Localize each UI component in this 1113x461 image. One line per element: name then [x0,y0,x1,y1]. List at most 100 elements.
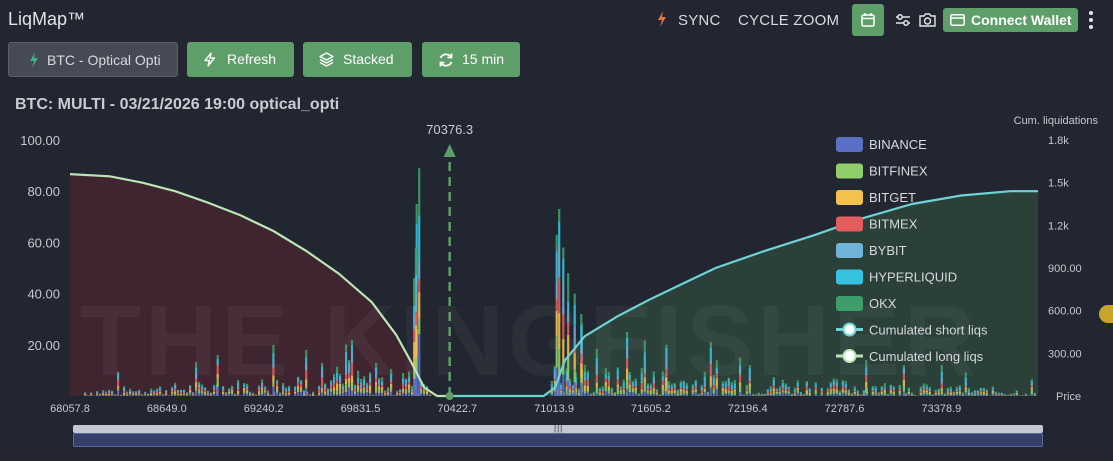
bar-segment-bitmex [925,389,928,391]
bar-segment-bitget [781,390,784,392]
bar-segment-okx [117,371,120,374]
legend-item[interactable]: OKX [836,296,897,311]
bar-segment-binance [610,394,613,396]
bar-segment-bitget [706,394,709,396]
bar-segment-okx [862,389,865,391]
bar-segment-bybit [348,367,351,374]
legend-item[interactable]: BITMEX [836,216,918,232]
bar-segment-bitmex [676,393,679,394]
bar-segment-bitget [138,393,141,395]
bar-segment-bitget [423,390,426,392]
bar-segment-bitfinex [964,389,967,393]
sliders-icon[interactable] [895,12,911,28]
bar-segment-bybit [665,358,668,370]
bar-segment-bitfinex [976,394,979,395]
calendar-button[interactable] [852,4,884,36]
stacked-button[interactable]: Stacked [303,42,412,77]
bar-segment-okx [378,378,381,381]
sync-button[interactable]: SYNC [678,12,721,29]
bar-segment-bitget [772,388,775,392]
bar-segment-bitmex [108,392,111,395]
bar-segment-bitmex [967,392,970,393]
bar-segment-bitmex [207,392,210,395]
bar-segment-bitget [826,392,829,394]
bar-segment-bitmex [628,380,631,385]
bar-segment-hyperliquid [369,374,372,378]
bar-segment-bybit [574,381,577,386]
legend-marker-icon [842,349,857,363]
bar-segment-hyperliquid [940,372,943,377]
bar-segment-bybit [558,245,561,278]
bar-segment-bitfinex [685,393,688,395]
bar-segment-bitmex [342,390,345,392]
side-tab[interactable] [1099,305,1113,323]
bar-segment-bybit [318,387,321,390]
legend-item[interactable]: HYPERLIQUID [836,269,957,285]
interval-button[interactable]: 15 min [422,42,520,77]
bar-segment-hyperliquid [559,384,562,388]
bar-segment-bitfinex [946,393,949,395]
zoom-scrollbar[interactable]: ||| [73,425,1043,447]
bar-segment-bitget [267,394,270,396]
bar-segment-bitfinex [297,389,300,392]
bar-segment-hyperliquid [414,275,417,294]
bar-segment-hyperliquid [354,385,357,388]
interval-label: 15 min [462,51,505,67]
bar-segment-binance [670,394,673,396]
bar-segment-okx [844,380,847,384]
bar-segment-bitfinex [272,382,275,387]
bar-segment-bitfinex [850,395,853,396]
bar-segment-bitmex [853,390,856,392]
symbol-selector[interactable]: BTC - Optical Opti [8,42,178,77]
bar-segment-binance [853,394,856,396]
legend-item[interactable]: BYBIT [836,243,907,258]
camera-icon[interactable] [919,12,936,28]
legend-item[interactable]: Cumulated short liqs [836,322,988,338]
bar-segment-okx [189,385,192,387]
scrollbar-range[interactable] [73,433,1043,447]
bar-segment-bitget [655,392,658,394]
bar-segment-bybit [354,387,357,389]
cycle-zoom-button[interactable]: CYCLE ZOOM [738,12,840,29]
bar-segment-bitfinex [673,393,676,394]
bar-segment-hyperliquid [1000,393,1003,394]
legend-item[interactable]: BITGET [836,190,916,205]
bar-segment-bitget [556,389,559,393]
more-menu-icon[interactable] [1089,11,1093,29]
bar-segment-hyperliquid [90,392,93,394]
bar-segment-bitget [691,390,694,393]
refresh-button[interactable]: Refresh [187,42,294,77]
bar-segment-hyperliquid [790,394,793,395]
bar-segment-bitmex [781,387,784,391]
legend-item[interactable]: BINANCE [836,137,927,152]
bar-segment-bitget [577,393,580,395]
bar-segment-bybit [559,387,562,390]
bar-segment-bitget [665,377,668,389]
bar-segment-okx [925,384,928,387]
legend-item[interactable]: BITFINEX [836,163,928,179]
bar-segment-bybit [550,386,553,390]
bar-segment-bitget [922,390,925,393]
bar-segment-hyperliquid [321,366,324,372]
bar-segment-bitmex [784,389,787,391]
bar-segment-bitmex [324,389,327,392]
bar-segment-bybit [871,388,874,391]
bar-segment-bitget [318,392,321,394]
bar-segment-okx [898,384,901,388]
legend-item[interactable]: Cumulated long liqs [836,349,984,364]
bar-segment-okx [724,380,727,384]
bar-segment-bybit [793,391,796,393]
bar-segment-bitget [276,386,279,389]
bar-segment-bybit [357,382,360,384]
scrollbar-track[interactable]: ||| [73,425,1043,433]
bar-segment-bitfinex [970,394,973,396]
liquidation-chart[interactable]: THE KINGFISHER 70376.3 20.0040.0060.0080… [0,110,1113,415]
scroll-grip-icon[interactable]: ||| [554,424,564,433]
bar-segment-bitmex [973,393,976,394]
bar-segment-bitmex [598,391,601,393]
bar-segment-bitfinex [102,393,105,395]
bar-segment-binance [613,395,616,396]
connect-wallet-button[interactable]: Connect Wallet [943,8,1078,32]
bar-segment-okx [312,391,315,393]
bar-segment-bitget [105,394,108,396]
